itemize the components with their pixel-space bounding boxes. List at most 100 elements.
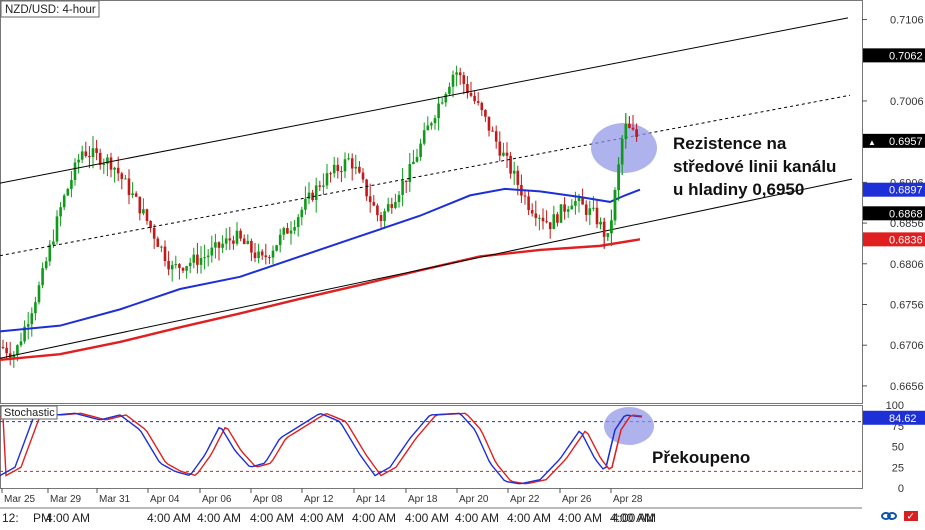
price-tick-label: 0.6656 [890,381,924,393]
candle-body [613,190,617,221]
candle-body [271,250,275,258]
candle-body [455,72,458,75]
time-label: 4:00 AM [197,511,241,525]
candle-body [73,162,77,180]
candle-body [559,204,563,223]
chart-title: NZD/USD: 4-hour [5,4,96,16]
candle-body [617,164,620,191]
candle-body [548,222,552,230]
candle-body [26,324,30,327]
price-tick-label: 0.6856 [890,218,924,230]
candle-body [541,217,545,222]
candle-body [491,130,494,132]
price-tick-label: 0.6806 [890,259,924,271]
candle-body [109,157,113,170]
time-label: 4:00 AM [455,511,499,525]
price-badge-box [863,232,925,247]
stoch-value-label: 84.62 [889,413,917,425]
stoch-tick-label: 0 [898,483,904,495]
candle-body [509,155,512,174]
price-badge: 0.6957 ▲ [863,133,925,148]
candle-body [185,266,188,271]
candle-body [570,205,574,210]
date-label: Apr 18 [408,494,438,505]
flag-icon[interactable]: ✓ [903,509,919,523]
candle-body [268,257,271,259]
candle-body [552,214,556,230]
date-label: Apr 26 [562,494,592,505]
candle-body [451,74,455,87]
candle-body [322,185,325,187]
time-label: 4:00 AM [352,511,396,525]
candle-body [606,233,610,237]
price-badge-box [863,48,925,63]
price-panel-frame [0,0,863,404]
candle-body [66,188,70,196]
candle-body [278,234,282,246]
candle-body [23,326,26,342]
time-label: 4:00 AM [405,511,449,525]
candle-body [584,204,588,215]
candle-body [469,92,473,96]
candle-body [188,262,192,267]
date-label: Apr 22 [510,494,540,505]
time-label: 4:00 AM [147,511,191,525]
time-label: 4:00 AM [300,511,344,525]
price-tick-label: 0.6706 [890,340,924,352]
candle-body [588,208,592,215]
stoch-tick-label: 100 [886,400,904,412]
price-badge-marker: ▲ [868,138,876,147]
candle-body [448,86,451,94]
candle-body [77,159,80,163]
link-icon[interactable] [881,509,897,523]
candle-body [127,178,131,196]
candle-body [48,244,52,262]
price-tick-label: 0.7006 [890,96,924,108]
candle-body [350,158,354,169]
time-label: 12: [2,511,19,525]
candle-body [523,195,527,197]
candle-body [88,156,91,158]
candle-body [527,196,530,211]
candle-body [512,170,516,174]
candle-body [41,268,44,286]
candle-body [631,127,635,130]
candle-body [458,72,462,76]
candle-body [556,214,559,223]
price-badge-label: 0.6868 [889,208,923,220]
candle-body [84,151,88,157]
candle-body [62,195,66,208]
candle-body [390,204,394,208]
candle-body [462,75,466,85]
candle-body [336,164,340,172]
candle-body [383,211,386,221]
price-badge: 0.6836 [863,232,925,247]
price-badge-label: 0.7062 [889,50,923,62]
candle-body [80,151,84,160]
candle-body [487,116,491,131]
price-badge: 0.6868 [863,206,925,221]
candle-body [246,240,250,245]
candle-body [203,257,206,259]
stoch-title-box [0,405,58,420]
candle-body [620,139,624,165]
candle-body [44,261,48,269]
candle-body [293,227,296,231]
candle-body [210,247,214,256]
date-label: Apr 04 [150,494,180,505]
candle-body [95,148,98,153]
candle-body [332,164,336,174]
candle-body [124,178,127,180]
candle-body [156,238,160,247]
candle-body [5,347,8,354]
candle-body [516,170,520,185]
candle-body [37,285,41,303]
candle-body [480,102,484,111]
stoch-annotation: Překoupeno [652,448,750,467]
candle-body [206,255,210,258]
candle-body [397,194,401,203]
candle-body [235,230,239,244]
candle-body [476,101,480,103]
